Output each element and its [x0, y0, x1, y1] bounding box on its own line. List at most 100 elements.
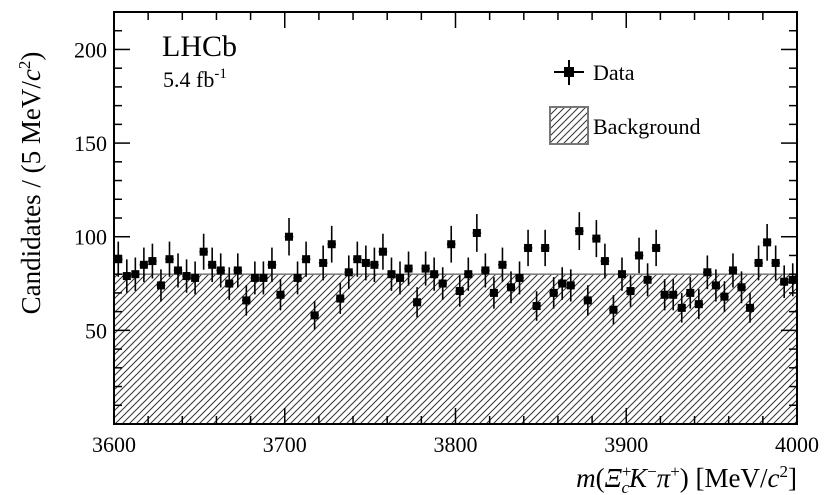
data-point	[694, 289, 704, 320]
y-tick-label: 200	[74, 37, 107, 62]
data-point	[387, 257, 396, 291]
data-point	[592, 220, 601, 258]
experiment-label: LHCb	[162, 30, 237, 63]
data-point	[737, 271, 746, 304]
data-point	[575, 212, 584, 251]
data-point	[728, 253, 738, 288]
data-point	[250, 261, 260, 295]
data-point	[429, 257, 439, 291]
data-point	[335, 283, 345, 314]
data-point	[378, 233, 388, 270]
y-tick-label: 150	[74, 131, 107, 156]
data-point	[455, 275, 465, 307]
data-point	[617, 257, 627, 291]
data-point	[207, 247, 217, 283]
data-point	[361, 245, 371, 281]
data-point	[609, 295, 618, 325]
data-point	[523, 229, 533, 267]
data-point	[643, 263, 652, 297]
data-point	[216, 253, 225, 288]
data-point	[190, 261, 200, 295]
data-point	[686, 277, 695, 309]
data-point	[173, 253, 183, 288]
data-point	[626, 275, 635, 307]
y-tick-label: 50	[85, 318, 107, 343]
data-point	[634, 237, 644, 274]
legend-marker-background	[549, 106, 589, 145]
data-point	[446, 225, 456, 263]
data-point	[395, 261, 405, 295]
data-point	[779, 265, 789, 298]
data-point	[310, 301, 319, 330]
background-region	[113, 273, 798, 425]
data-point	[600, 243, 610, 279]
data-point	[276, 279, 285, 311]
data-point	[668, 279, 678, 311]
data-point	[156, 269, 166, 302]
data-point	[165, 241, 174, 277]
data-point	[131, 257, 140, 291]
y-tick-label: 100	[74, 225, 107, 250]
legend-entry-data: Data	[593, 60, 635, 85]
data-point	[267, 247, 277, 283]
data-point	[532, 291, 541, 321]
data-point	[651, 229, 661, 267]
data-point	[421, 251, 430, 286]
data-point	[182, 259, 191, 293]
data-point	[762, 223, 772, 261]
data-point	[293, 261, 302, 295]
data-point	[506, 271, 516, 304]
x-tick-label: 3900	[604, 432, 648, 457]
data-point	[344, 255, 354, 290]
legend-entry-background: Background	[593, 114, 701, 139]
luminosity-value: 5.4 fb	[163, 67, 214, 92]
data-point	[327, 225, 336, 263]
x-tick-label: 3600	[92, 432, 136, 457]
data-point	[114, 241, 123, 277]
data-point	[318, 245, 328, 281]
x-tick-label: 4000	[775, 432, 819, 457]
x-tick-label: 3800	[434, 432, 478, 457]
y-axis-title: Candidates / (5 MeV/c2)	[15, 52, 46, 315]
data-point	[745, 293, 755, 323]
data-point	[199, 233, 208, 270]
data-point	[139, 247, 149, 283]
data-point	[703, 255, 712, 290]
luminosity-exponent: -1	[214, 66, 227, 82]
x-tick-label: 3700	[263, 432, 307, 457]
data-point	[566, 269, 576, 302]
data-point	[242, 285, 251, 316]
data-point	[677, 293, 687, 323]
data-point	[284, 218, 294, 256]
data-point	[259, 261, 268, 295]
data-point	[301, 241, 311, 277]
data-point	[464, 257, 473, 291]
data-point	[353, 241, 362, 277]
data-point	[583, 285, 593, 316]
data-point	[438, 267, 447, 300]
legend-marker-data	[554, 60, 584, 85]
data-point	[148, 243, 157, 279]
data-point	[404, 251, 413, 286]
data-point	[481, 253, 490, 288]
legend: Data Background	[549, 60, 701, 145]
data-point	[472, 214, 482, 252]
data-point	[660, 279, 669, 311]
data-point	[233, 253, 243, 288]
data-point	[711, 269, 721, 302]
data-point	[720, 281, 729, 313]
luminosity-label: 5.4 fb-1	[163, 66, 227, 92]
data-point	[370, 247, 379, 283]
data-point	[549, 277, 558, 309]
data-point	[412, 287, 422, 318]
data-point	[557, 267, 567, 300]
data-point	[515, 261, 524, 295]
data-point	[754, 245, 763, 281]
data-point	[788, 263, 797, 297]
data-point	[540, 229, 550, 267]
data-point	[122, 259, 132, 293]
data-point	[224, 267, 234, 300]
data-point	[489, 277, 499, 309]
data-point	[771, 245, 780, 281]
